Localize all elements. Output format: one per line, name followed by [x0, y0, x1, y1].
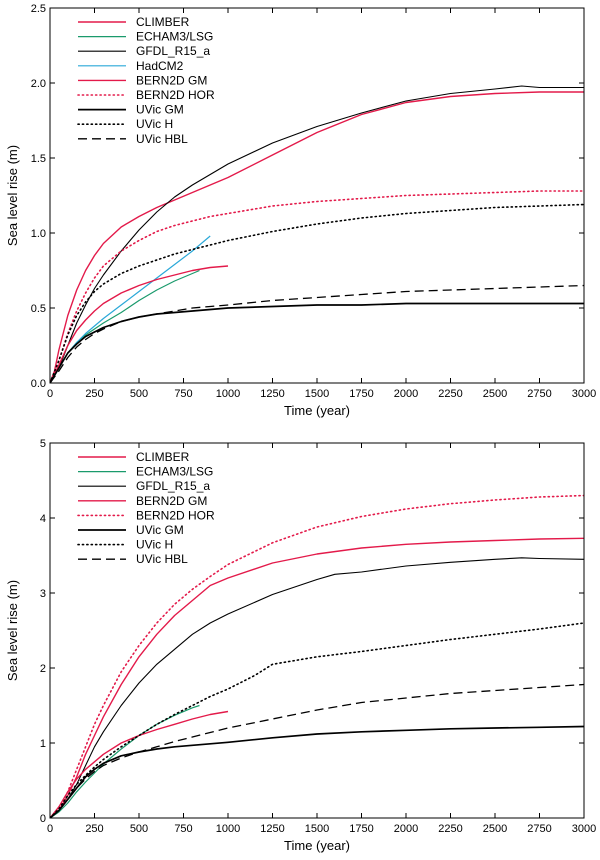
y-axis-label: Sea level rise (m) [5, 145, 20, 246]
chart-1: 0 250 500 750 1000 1250 1500 1750 2000 2250 2500 27… [5, 3, 596, 418]
y-tick-label: 1 [40, 738, 46, 750]
legend: CLIMBERECHAM3/LSGGFDL_R15_aHadCM2BERN2D … [77, 15, 215, 146]
x-tick-label: 1000 [216, 823, 240, 835]
legend-label: BERN2D GM [136, 494, 207, 508]
series-line-1 [50, 91, 584, 383]
legend-label: UVic H [136, 538, 173, 552]
y-tick-label: 2.0 [31, 78, 46, 90]
x-tick-label: 1750 [349, 388, 373, 400]
y-tick-label: 1.5 [31, 153, 46, 165]
x-axis-label: Time (year) [284, 403, 350, 418]
x-tick-label: 750 [174, 823, 192, 835]
x-tick-label: 750 [174, 388, 192, 400]
series-line-3 [50, 85, 584, 383]
y-tick-label: 5 [40, 438, 46, 450]
x-tick-label: 1000 [216, 388, 240, 400]
x-tick-label: 2000 [394, 388, 418, 400]
x-tick-label: 2000 [394, 823, 418, 835]
x-tick-label: 2500 [483, 823, 507, 835]
x-axis-label: Time (year) [284, 838, 350, 853]
legend-label: BERN2D HOR [136, 88, 215, 102]
x-tick-label: 2250 [438, 823, 462, 835]
x-tick-label: 250 [85, 823, 103, 835]
x-tick-label: 2750 [527, 823, 551, 835]
y-tick-label: 1.0 [31, 228, 46, 240]
series-line-3 [50, 557, 584, 818]
legend-label: CLIMBER [136, 450, 190, 464]
series-line-1 [50, 537, 584, 818]
x-tick-label: 2500 [483, 388, 507, 400]
y-tick-label: 0 [40, 813, 46, 825]
legend-label: GFDL_R15_a [136, 44, 210, 58]
series-line-5 [50, 494, 584, 818]
series-line-7 [50, 622, 584, 818]
x-tick-label: 3000 [572, 823, 596, 835]
chart-2: 0 250 500 750 1000 1250 1500 1750 2000 2250 2500 27… [5, 438, 596, 853]
legend-label: BERN2D HOR [136, 508, 215, 522]
series-line-8 [50, 683, 584, 818]
x-tick-label: 2750 [527, 388, 551, 400]
legend-label: ECHAM3/LSG [136, 30, 213, 44]
legend-label: BERN2D GM [136, 73, 207, 87]
x-tick-label: 2250 [438, 388, 462, 400]
y-tick-label: 0.0 [31, 378, 46, 390]
y-axis-label: Sea level rise (m) [5, 580, 20, 681]
y-tick-label: 2.5 [31, 3, 46, 15]
series-line-6 [50, 725, 584, 818]
series-line-9 [50, 284, 584, 383]
series-line-5 [50, 265, 229, 383]
x-tick-label: 1250 [260, 823, 284, 835]
x-tick-label: 250 [85, 388, 103, 400]
legend-label: HadCM2 [136, 59, 184, 73]
series-line-2 [50, 269, 200, 383]
series-line-4 [50, 710, 229, 818]
y-tick-label: 4 [40, 513, 46, 525]
x-tick-label: 500 [130, 388, 148, 400]
x-tick-label: 3000 [572, 388, 596, 400]
legend-label: UVic H [136, 117, 173, 131]
legend-label: UVic GM [136, 523, 184, 537]
legend-label: ECHAM3/LSG [136, 465, 213, 479]
legend-label: CLIMBER [136, 15, 190, 29]
y-tick-label: 3 [40, 588, 46, 600]
x-tick-label: 1500 [305, 823, 329, 835]
x-tick-label: 1750 [349, 823, 373, 835]
series-lines [50, 85, 584, 383]
x-tick-label: 0 [47, 823, 53, 835]
legend-label: UVic GM [136, 103, 184, 117]
series-line-7 [50, 302, 584, 383]
x-tick-label: 1500 [305, 388, 329, 400]
x-tick-label: 0 [47, 388, 53, 400]
series-lines [50, 494, 584, 818]
series-line-2 [50, 704, 200, 818]
series-line-6 [50, 190, 584, 383]
x-tick-label: 500 [130, 823, 148, 835]
x-tick-label: 1250 [260, 388, 284, 400]
series-line-8 [50, 203, 584, 383]
legend-label: GFDL_R15_a [136, 479, 210, 493]
y-tick-label: 0.5 [31, 303, 46, 315]
legend-label: UVic HBL [136, 552, 188, 566]
plot-frame [49, 7, 585, 384]
y-tick-label: 2 [40, 663, 46, 675]
legend-label: UVic HBL [136, 132, 188, 146]
